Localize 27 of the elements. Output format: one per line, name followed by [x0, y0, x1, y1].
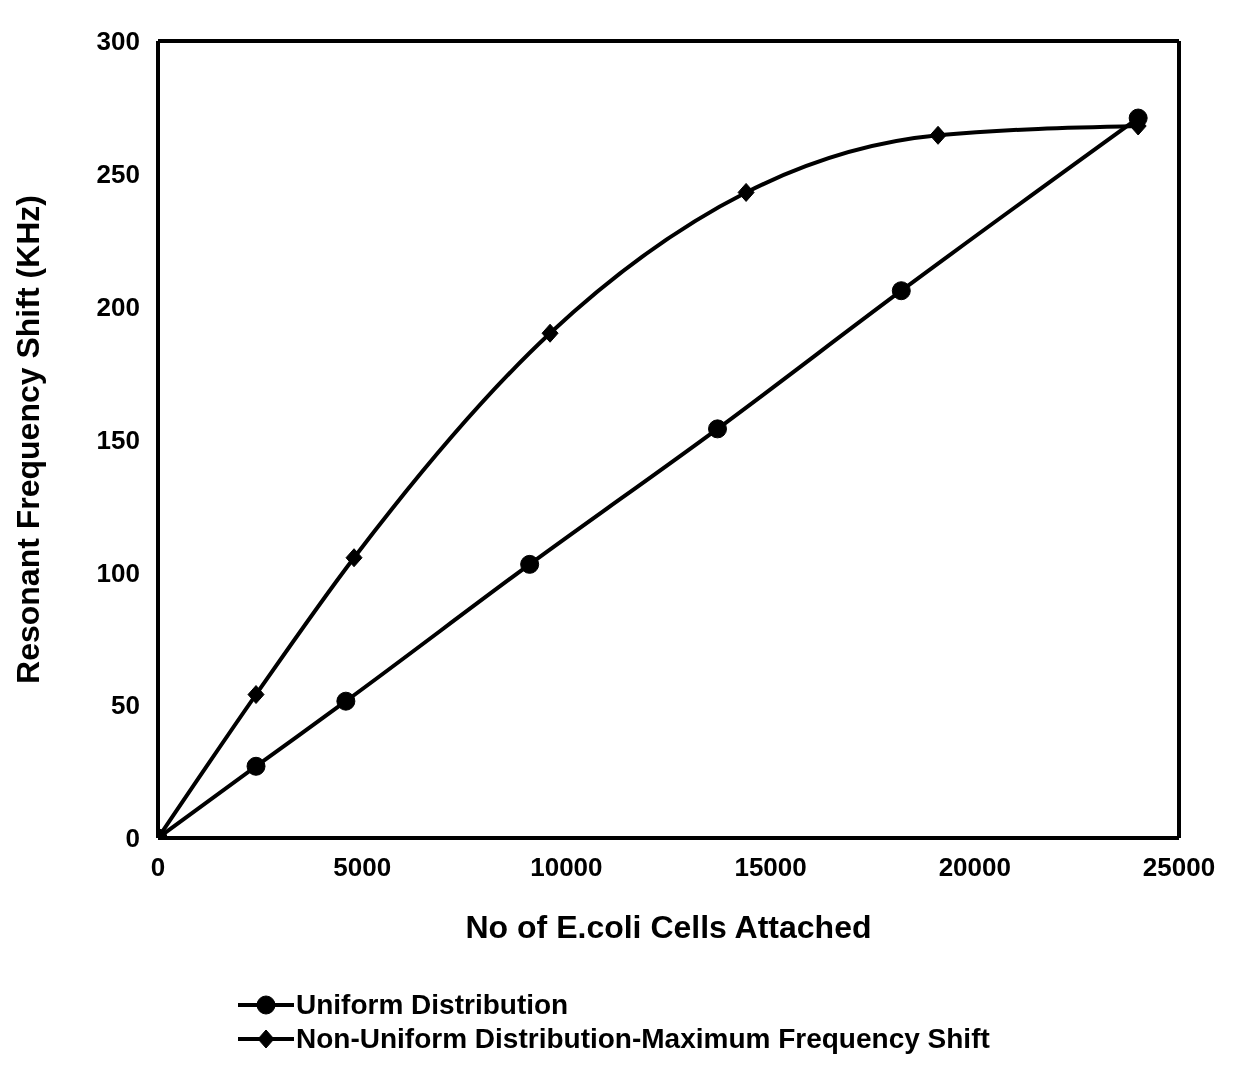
x-tick-label: 0: [150, 852, 166, 883]
x-axis-title: No of E.coli Cells Attached: [465, 909, 872, 945]
point: [737, 182, 755, 202]
y-tick-label: 150: [96, 424, 140, 455]
x-tick-label: 15000: [734, 852, 807, 883]
y-tick-label: 300: [96, 26, 140, 57]
point: [891, 281, 911, 301]
legend-label: Non-Uniform Distribution-Maximum Frequency Shift: [296, 1022, 990, 1056]
y-axis-title: Resonant Frequency Shift (KHz): [10, 195, 47, 684]
point: [336, 691, 356, 711]
y-tick-label: 0: [125, 823, 140, 854]
point: [708, 419, 728, 439]
point: [520, 554, 540, 574]
x-tick-label: 10000: [530, 852, 603, 883]
point: [929, 125, 947, 145]
x-tick-label: 20000: [938, 852, 1011, 883]
y-tick-label: 200: [96, 291, 140, 322]
x-tick-label: 25000: [1142, 852, 1216, 883]
point: [246, 756, 266, 776]
legend-label: Uniform Distribution: [296, 988, 569, 1022]
y-tick-label: 50: [111, 690, 140, 721]
point: [345, 548, 363, 568]
point: [247, 685, 265, 705]
point: [541, 323, 559, 343]
y-tick-label: 100: [96, 557, 140, 588]
y-tick-label: 250: [96, 159, 140, 190]
x-tick-label: 5000: [333, 852, 392, 883]
